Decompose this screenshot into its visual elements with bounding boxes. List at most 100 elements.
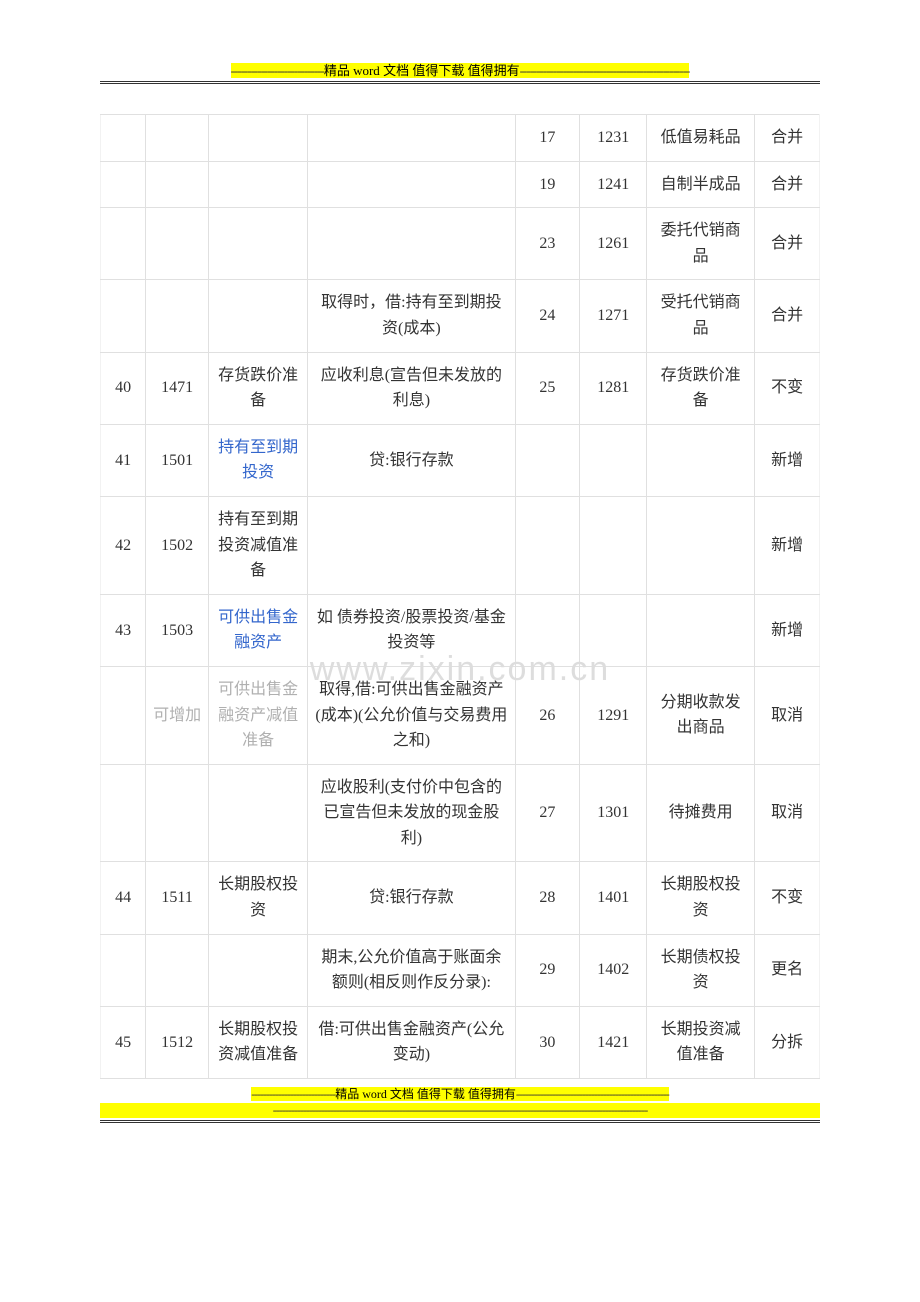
link-text[interactable]: 可供出售金融资产 bbox=[218, 609, 298, 652]
table-cell: 借:可供出售金融资产(公允变动) bbox=[308, 1006, 515, 1078]
table-cell bbox=[146, 934, 209, 1006]
table-cell: 分期收款发出商品 bbox=[647, 666, 755, 764]
table-cell: 19 bbox=[515, 161, 580, 208]
table-row: 191241自制半成品合并 bbox=[101, 161, 820, 208]
table-cell: 1402 bbox=[580, 934, 647, 1006]
table-cell: 贷:银行存款 bbox=[308, 862, 515, 934]
table-cell: 取消 bbox=[755, 666, 820, 764]
header-text-1: word bbox=[353, 63, 383, 78]
table-cell bbox=[208, 934, 307, 1006]
table-cell bbox=[580, 424, 647, 496]
table-cell bbox=[515, 424, 580, 496]
table-cell: 25 bbox=[515, 352, 580, 424]
header-rule bbox=[100, 81, 820, 84]
table-cell: 1301 bbox=[580, 764, 647, 862]
table-cell bbox=[146, 280, 209, 352]
table-cell: 新增 bbox=[755, 424, 820, 496]
table-row: 期末,公允价值高于账面余额则(相反则作反分录):291402长期债权投资更名 bbox=[101, 934, 820, 1006]
table-cell: 存货跌价准备 bbox=[208, 352, 307, 424]
table-cell bbox=[146, 208, 209, 280]
table-cell bbox=[101, 934, 146, 1006]
table-cell: 低值易耗品 bbox=[647, 115, 755, 162]
table-row: 应收股利(支付价中包含的已宣告但未发放的现金股利)271301待摊费用取消 bbox=[101, 764, 820, 862]
footer-dash-suffix: ----------------------------------------… bbox=[516, 1087, 669, 1101]
footer-rule bbox=[100, 1120, 820, 1123]
table-cell: 1471 bbox=[146, 352, 209, 424]
table-cell: 26 bbox=[515, 666, 580, 764]
table-cell: 长期股权投资减值准备 bbox=[208, 1006, 307, 1078]
table-cell: 存货跌价准备 bbox=[647, 352, 755, 424]
header-dash-prefix: ---------------------------- bbox=[231, 63, 324, 78]
table-cell: 1281 bbox=[580, 352, 647, 424]
link-text[interactable]: 持有至到期投资 bbox=[218, 439, 298, 482]
table-cell bbox=[580, 594, 647, 666]
table-cell bbox=[308, 115, 515, 162]
table-cell: 41 bbox=[101, 424, 146, 496]
table-cell: 27 bbox=[515, 764, 580, 862]
table-cell: 期末,公允价值高于账面余额则(相反则作反分录): bbox=[308, 934, 515, 1006]
table-cell: 1421 bbox=[580, 1006, 647, 1078]
table-cell: 取得,借:可供出售金融资产(成本)(公允价值与交易费用之和) bbox=[308, 666, 515, 764]
table-cell bbox=[101, 666, 146, 764]
table-cell: 合并 bbox=[755, 280, 820, 352]
table-cell: 43 bbox=[101, 594, 146, 666]
table-cell bbox=[101, 115, 146, 162]
table-cell bbox=[208, 280, 307, 352]
table-cell: 29 bbox=[515, 934, 580, 1006]
table-cell: 新增 bbox=[755, 496, 820, 594]
table-cell: 取得时，借:持有至到期投资(成本) bbox=[308, 280, 515, 352]
table-cell: 24 bbox=[515, 280, 580, 352]
table-cell bbox=[308, 496, 515, 594]
footer-text-line: ----------------------------精品 word 文档 值… bbox=[100, 1085, 820, 1102]
header-text-line: ----------------------------精品 word 文档 值… bbox=[100, 60, 820, 79]
table-cell: 40 bbox=[101, 352, 146, 424]
table-cell bbox=[515, 496, 580, 594]
footer-text-1: word bbox=[362, 1087, 390, 1101]
accounts-table: 171231低值易耗品合并191241自制半成品合并231261委托代销商品合并… bbox=[100, 114, 820, 1079]
page-footer: ----------------------------精品 word 文档 值… bbox=[100, 1085, 820, 1123]
table-cell: 持有至到期投资减值准备 bbox=[208, 496, 307, 594]
table-cell bbox=[208, 115, 307, 162]
table-cell bbox=[101, 764, 146, 862]
table-cell: 长期股权投资 bbox=[647, 862, 755, 934]
table-cell: 应收股利(支付价中包含的已宣告但未发放的现金股利) bbox=[308, 764, 515, 862]
table-cell: 1511 bbox=[146, 862, 209, 934]
table-cell bbox=[308, 161, 515, 208]
table-row: 431503可供出售金融资产如 债券投资/股票投资/基金投资等新增 bbox=[101, 594, 820, 666]
table-cell: 17 bbox=[515, 115, 580, 162]
table-row: 401471存货跌价准备应收利息(宣告但未发放的利息)251281存货跌价准备不… bbox=[101, 352, 820, 424]
table-cell bbox=[101, 280, 146, 352]
table-cell: 1501 bbox=[146, 424, 209, 496]
table-cell bbox=[146, 115, 209, 162]
table-row: 411501持有至到期投资贷:银行存款新增 bbox=[101, 424, 820, 496]
table-cell: 如 债券投资/股票投资/基金投资等 bbox=[308, 594, 515, 666]
table-cell: 1503 bbox=[146, 594, 209, 666]
table-cell: 1401 bbox=[580, 862, 647, 934]
table-row: 231261委托代销商品合并 bbox=[101, 208, 820, 280]
table-cell: 1231 bbox=[580, 115, 647, 162]
table-cell: 1502 bbox=[146, 496, 209, 594]
table-cell bbox=[580, 496, 647, 594]
table-cell bbox=[208, 764, 307, 862]
table-cell bbox=[647, 424, 755, 496]
table-cell: 45 bbox=[101, 1006, 146, 1078]
table-row: 451512长期股权投资减值准备借:可供出售金融资产(公允变动)301421长期… bbox=[101, 1006, 820, 1078]
table-cell: 可供出售金融资产 bbox=[208, 594, 307, 666]
table-cell: 1241 bbox=[580, 161, 647, 208]
grey-text: 可增加 bbox=[153, 707, 201, 724]
table-cell: 28 bbox=[515, 862, 580, 934]
footer-dash-prefix: ---------------------------- bbox=[251, 1087, 335, 1101]
table-cell: 持有至到期投资 bbox=[208, 424, 307, 496]
table-cell: 委托代销商品 bbox=[647, 208, 755, 280]
table-cell: 1291 bbox=[580, 666, 647, 764]
table-cell: 30 bbox=[515, 1006, 580, 1078]
table-cell: 42 bbox=[101, 496, 146, 594]
table-cell: 44 bbox=[101, 862, 146, 934]
table-cell: 应收利息(宣告但未发放的利息) bbox=[308, 352, 515, 424]
table-cell: 23 bbox=[515, 208, 580, 280]
table-cell bbox=[146, 764, 209, 862]
table-cell: 待摊费用 bbox=[647, 764, 755, 862]
table-row: 171231低值易耗品合并 bbox=[101, 115, 820, 162]
table-cell bbox=[208, 208, 307, 280]
table-cell bbox=[146, 161, 209, 208]
